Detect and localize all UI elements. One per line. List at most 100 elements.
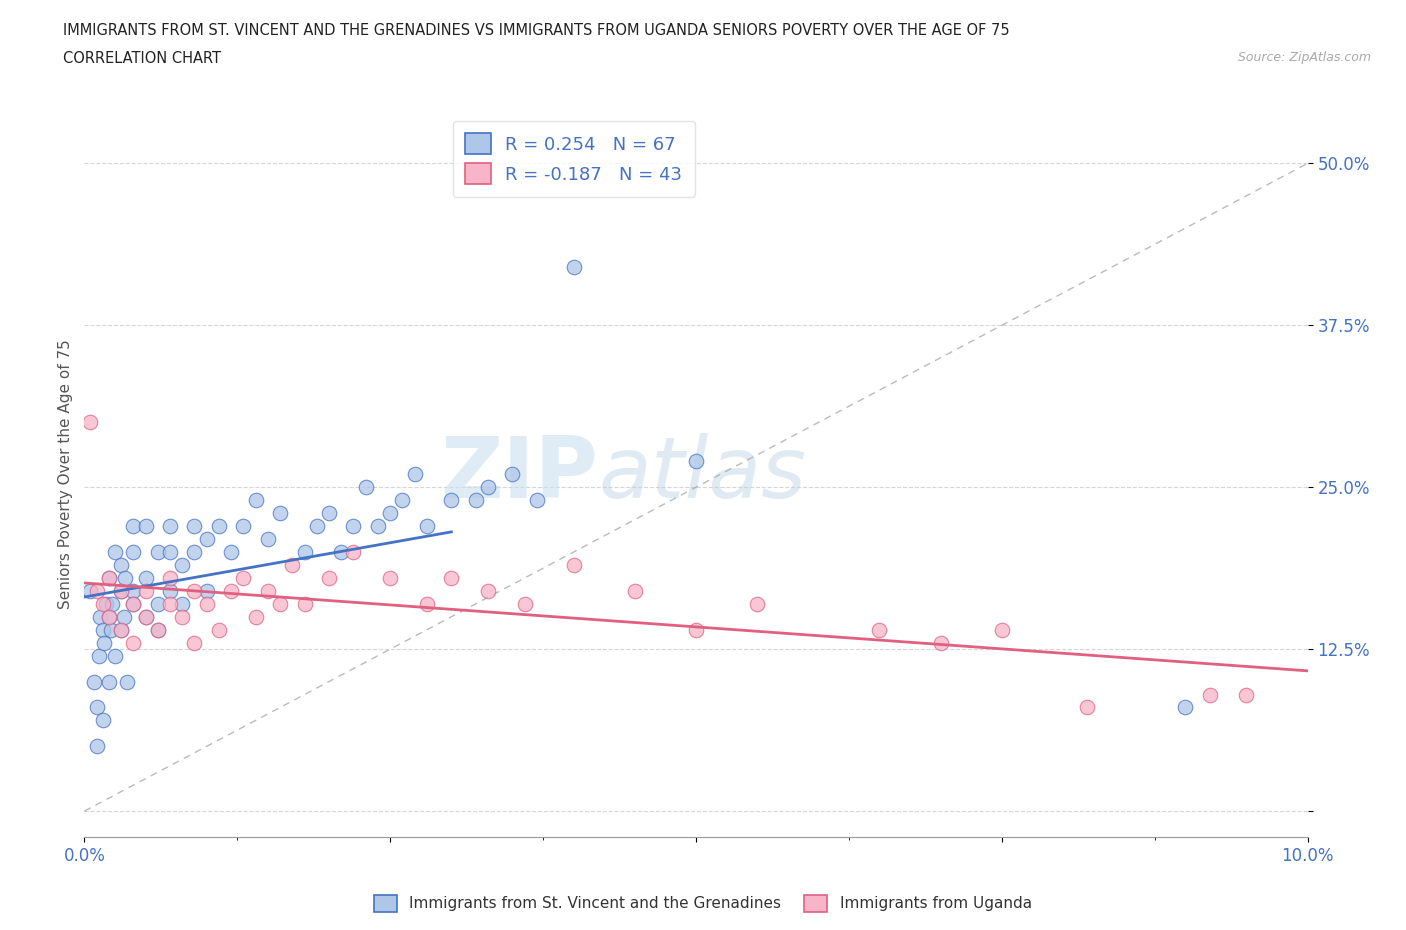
- Point: [391, 493, 413, 508]
- Point: [122, 583, 145, 598]
- Point: [232, 519, 254, 534]
- Point: [380, 506, 402, 521]
- Point: [208, 519, 231, 534]
- Point: [91, 713, 114, 728]
- Point: [354, 480, 377, 495]
- Point: [257, 583, 280, 598]
- Point: [342, 519, 364, 534]
- Point: [195, 532, 218, 547]
- Point: [114, 570, 136, 585]
- Point: [208, 622, 231, 637]
- Point: [159, 583, 181, 598]
- Point: [747, 596, 769, 611]
- Point: [183, 519, 205, 534]
- Point: [219, 545, 242, 560]
- Point: [440, 493, 463, 508]
- Point: [159, 545, 181, 560]
- Point: [91, 622, 114, 637]
- Point: [146, 596, 169, 611]
- Point: [100, 622, 122, 637]
- Y-axis label: Seniors Poverty Over the Age of 75: Seniors Poverty Over the Age of 75: [58, 339, 73, 609]
- Point: [97, 674, 120, 689]
- Point: [1236, 687, 1258, 702]
- Point: [135, 609, 157, 624]
- Point: [135, 519, 157, 534]
- Point: [318, 570, 340, 585]
- Point: [96, 596, 118, 611]
- Point: [172, 596, 194, 611]
- Point: [97, 570, 120, 585]
- Point: [135, 583, 157, 598]
- Point: [380, 570, 402, 585]
- Point: [104, 648, 127, 663]
- Point: [342, 545, 364, 560]
- Point: [269, 596, 291, 611]
- Point: [122, 596, 145, 611]
- Point: [526, 493, 548, 508]
- Point: [562, 558, 585, 573]
- Point: [172, 609, 194, 624]
- Point: [172, 558, 194, 573]
- Point: [477, 583, 499, 598]
- Point: [159, 519, 181, 534]
- Point: [112, 609, 135, 624]
- Point: [562, 259, 585, 274]
- Point: [477, 480, 499, 495]
- Point: [97, 570, 120, 585]
- Point: [195, 596, 218, 611]
- Point: [929, 635, 952, 650]
- Point: [294, 596, 316, 611]
- Point: [183, 635, 205, 650]
- Point: [93, 635, 115, 650]
- Text: CORRELATION CHART: CORRELATION CHART: [63, 51, 221, 66]
- Point: [183, 583, 205, 598]
- Point: [97, 609, 120, 624]
- Point: [135, 609, 157, 624]
- Point: [991, 622, 1014, 637]
- Point: [159, 596, 181, 611]
- Point: [110, 583, 132, 598]
- Point: [195, 583, 218, 598]
- Point: [502, 467, 524, 482]
- Point: [305, 519, 328, 534]
- Point: [404, 467, 426, 482]
- Point: [869, 622, 891, 637]
- Point: [83, 674, 105, 689]
- Point: [416, 519, 439, 534]
- Point: [257, 532, 280, 547]
- Point: [416, 596, 439, 611]
- Point: [86, 583, 108, 598]
- Legend: R = 0.254   N = 67, R = -0.187   N = 43: R = 0.254 N = 67, R = -0.187 N = 43: [453, 121, 695, 196]
- Point: [122, 545, 145, 560]
- Point: [79, 583, 101, 598]
- Legend: Immigrants from St. Vincent and the Grenadines, Immigrants from Uganda: Immigrants from St. Vincent and the Gren…: [368, 889, 1038, 918]
- Point: [122, 596, 145, 611]
- Point: [97, 609, 120, 624]
- Point: [159, 570, 181, 585]
- Point: [115, 674, 138, 689]
- Point: [624, 583, 647, 598]
- Point: [232, 570, 254, 585]
- Point: [110, 622, 132, 637]
- Point: [104, 545, 127, 560]
- Point: [146, 545, 169, 560]
- Point: [146, 622, 169, 637]
- Text: atlas: atlas: [598, 432, 806, 516]
- Point: [685, 622, 707, 637]
- Point: [318, 506, 340, 521]
- Point: [110, 558, 132, 573]
- Text: ZIP: ZIP: [440, 432, 598, 516]
- Point: [219, 583, 242, 598]
- Point: [464, 493, 486, 508]
- Point: [330, 545, 353, 560]
- Point: [1076, 700, 1098, 715]
- Point: [110, 583, 132, 598]
- Point: [135, 570, 157, 585]
- Point: [86, 738, 108, 753]
- Point: [146, 622, 169, 637]
- Point: [110, 622, 132, 637]
- Point: [86, 700, 108, 715]
- Point: [101, 596, 124, 611]
- Point: [122, 519, 145, 534]
- Point: [685, 454, 707, 469]
